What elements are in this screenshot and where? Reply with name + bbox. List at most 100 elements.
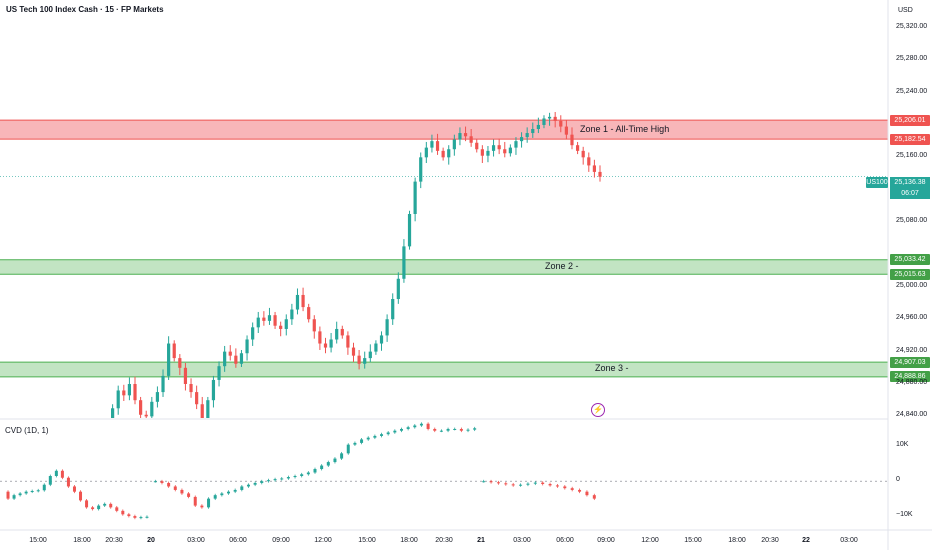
price-candle: [217, 366, 221, 380]
cvd-candle: [570, 488, 574, 490]
time-axis-tick: 18:00: [73, 537, 91, 544]
time-axis-tick: 12:00: [641, 537, 659, 544]
price-candle: [480, 149, 484, 156]
price-candle: [368, 351, 372, 359]
price-candle: [122, 390, 126, 396]
cvd-candle: [54, 470, 58, 476]
price-candle: [587, 157, 591, 166]
cvd-candle: [533, 482, 537, 484]
price-candle: [312, 319, 316, 332]
cvd-indicator-label[interactable]: CVD (1D, 1): [5, 426, 49, 435]
time-axis-tick: 20:30: [761, 537, 779, 544]
price-candle: [139, 400, 143, 415]
price-candle: [223, 351, 227, 367]
cvd-candle: [439, 430, 443, 432]
zone-band-1: [0, 120, 888, 140]
cvd-candle: [360, 439, 364, 443]
price-candle: [239, 353, 244, 364]
price-candle: [357, 355, 361, 364]
symbol-badge: US100: [866, 177, 888, 188]
price-candle: [318, 331, 322, 344]
time-axis-tick: 22: [802, 537, 810, 544]
cvd-candle: [273, 479, 277, 481]
cvd-candle: [426, 423, 430, 429]
price-candle: [385, 319, 389, 336]
cvd-candle: [563, 486, 567, 489]
cvd-candle: [36, 490, 40, 492]
cvd-candle: [145, 516, 149, 518]
cvd-candle: [578, 489, 582, 492]
price-candle: [363, 358, 367, 364]
price-candle: [514, 141, 518, 148]
cvd-candle: [511, 484, 515, 486]
zone-label-2: Zone 2 -: [545, 261, 579, 271]
cvd-candle: [139, 517, 143, 519]
price-candle: [491, 145, 496, 151]
cvd-candle: [85, 500, 89, 508]
price-axis-tick: 24,920.00: [896, 346, 928, 354]
price-candle: [323, 343, 328, 348]
cvd-candle: [373, 435, 377, 438]
time-axis-tick: 09:00: [272, 537, 290, 544]
cvd-candle: [555, 485, 559, 487]
cvd-candle: [313, 469, 317, 473]
price-candle: [161, 375, 165, 393]
cvd-candle: [127, 514, 131, 517]
price-candle: [559, 120, 563, 127]
price-candle: [575, 145, 580, 151]
cvd-candle: [504, 483, 508, 485]
lightning-icon[interactable]: ⚡: [591, 403, 605, 417]
price-candle: [329, 339, 333, 348]
cvd-candle: [466, 429, 470, 431]
price-candle: [351, 347, 356, 356]
zone-price-tag: 25,033.42: [890, 254, 930, 266]
price-candle: [581, 150, 585, 158]
time-axis-tick: 15:00: [29, 537, 47, 544]
price-candle: [335, 328, 339, 340]
time-axis-tick: 12:00: [314, 537, 332, 544]
chart-title: US Tech 100 Index Cash · 15 · FP Markets: [6, 5, 164, 14]
cvd-candle: [153, 481, 157, 483]
price-candle: [542, 118, 546, 125]
cvd-candle: [453, 428, 457, 430]
cvd-candle: [489, 481, 493, 483]
price-candle: [419, 157, 423, 182]
cvd-axis-tick: 0: [896, 476, 900, 484]
price-candle: [519, 137, 524, 142]
cvd-candle: [413, 425, 417, 428]
cvd-candle: [433, 428, 437, 431]
price-axis-tick: 24,960.00: [896, 314, 928, 322]
cvd-candle: [585, 491, 589, 496]
cvd-candle: [109, 503, 113, 508]
zone-band-2: [0, 259, 888, 275]
cvd-candle: [42, 484, 46, 491]
price-candle: [447, 149, 451, 158]
price-candle: [284, 319, 288, 329]
price-candle: [536, 124, 540, 129]
cvd-candle: [406, 427, 410, 429]
price-candle: [167, 343, 171, 376]
price-candle: [531, 129, 535, 134]
price-candle: [525, 133, 529, 138]
price-candle: [133, 384, 137, 401]
cvd-candle: [207, 498, 211, 508]
zone-label-1: Zone 1 - All-Time High: [580, 123, 670, 134]
cvd-candle: [380, 434, 384, 436]
cvd-candle: [306, 472, 310, 475]
cvd-candle: [482, 481, 486, 483]
zone-price-tag: 24,907.03: [890, 356, 930, 368]
price-candle: [391, 299, 395, 320]
price-candle: [598, 171, 602, 177]
price-candle: [463, 133, 468, 137]
cvd-candle: [353, 442, 357, 445]
cvd-candle: [286, 477, 290, 479]
cvd-candle: [548, 484, 552, 486]
cvd-candle: [180, 489, 184, 494]
price-candle: [486, 150, 490, 156]
zone-band-3: [0, 362, 888, 377]
cvd-candle: [280, 478, 284, 480]
time-axis-tick: 18:00: [728, 537, 746, 544]
price-candle: [116, 390, 120, 409]
price-candle: [497, 145, 501, 150]
